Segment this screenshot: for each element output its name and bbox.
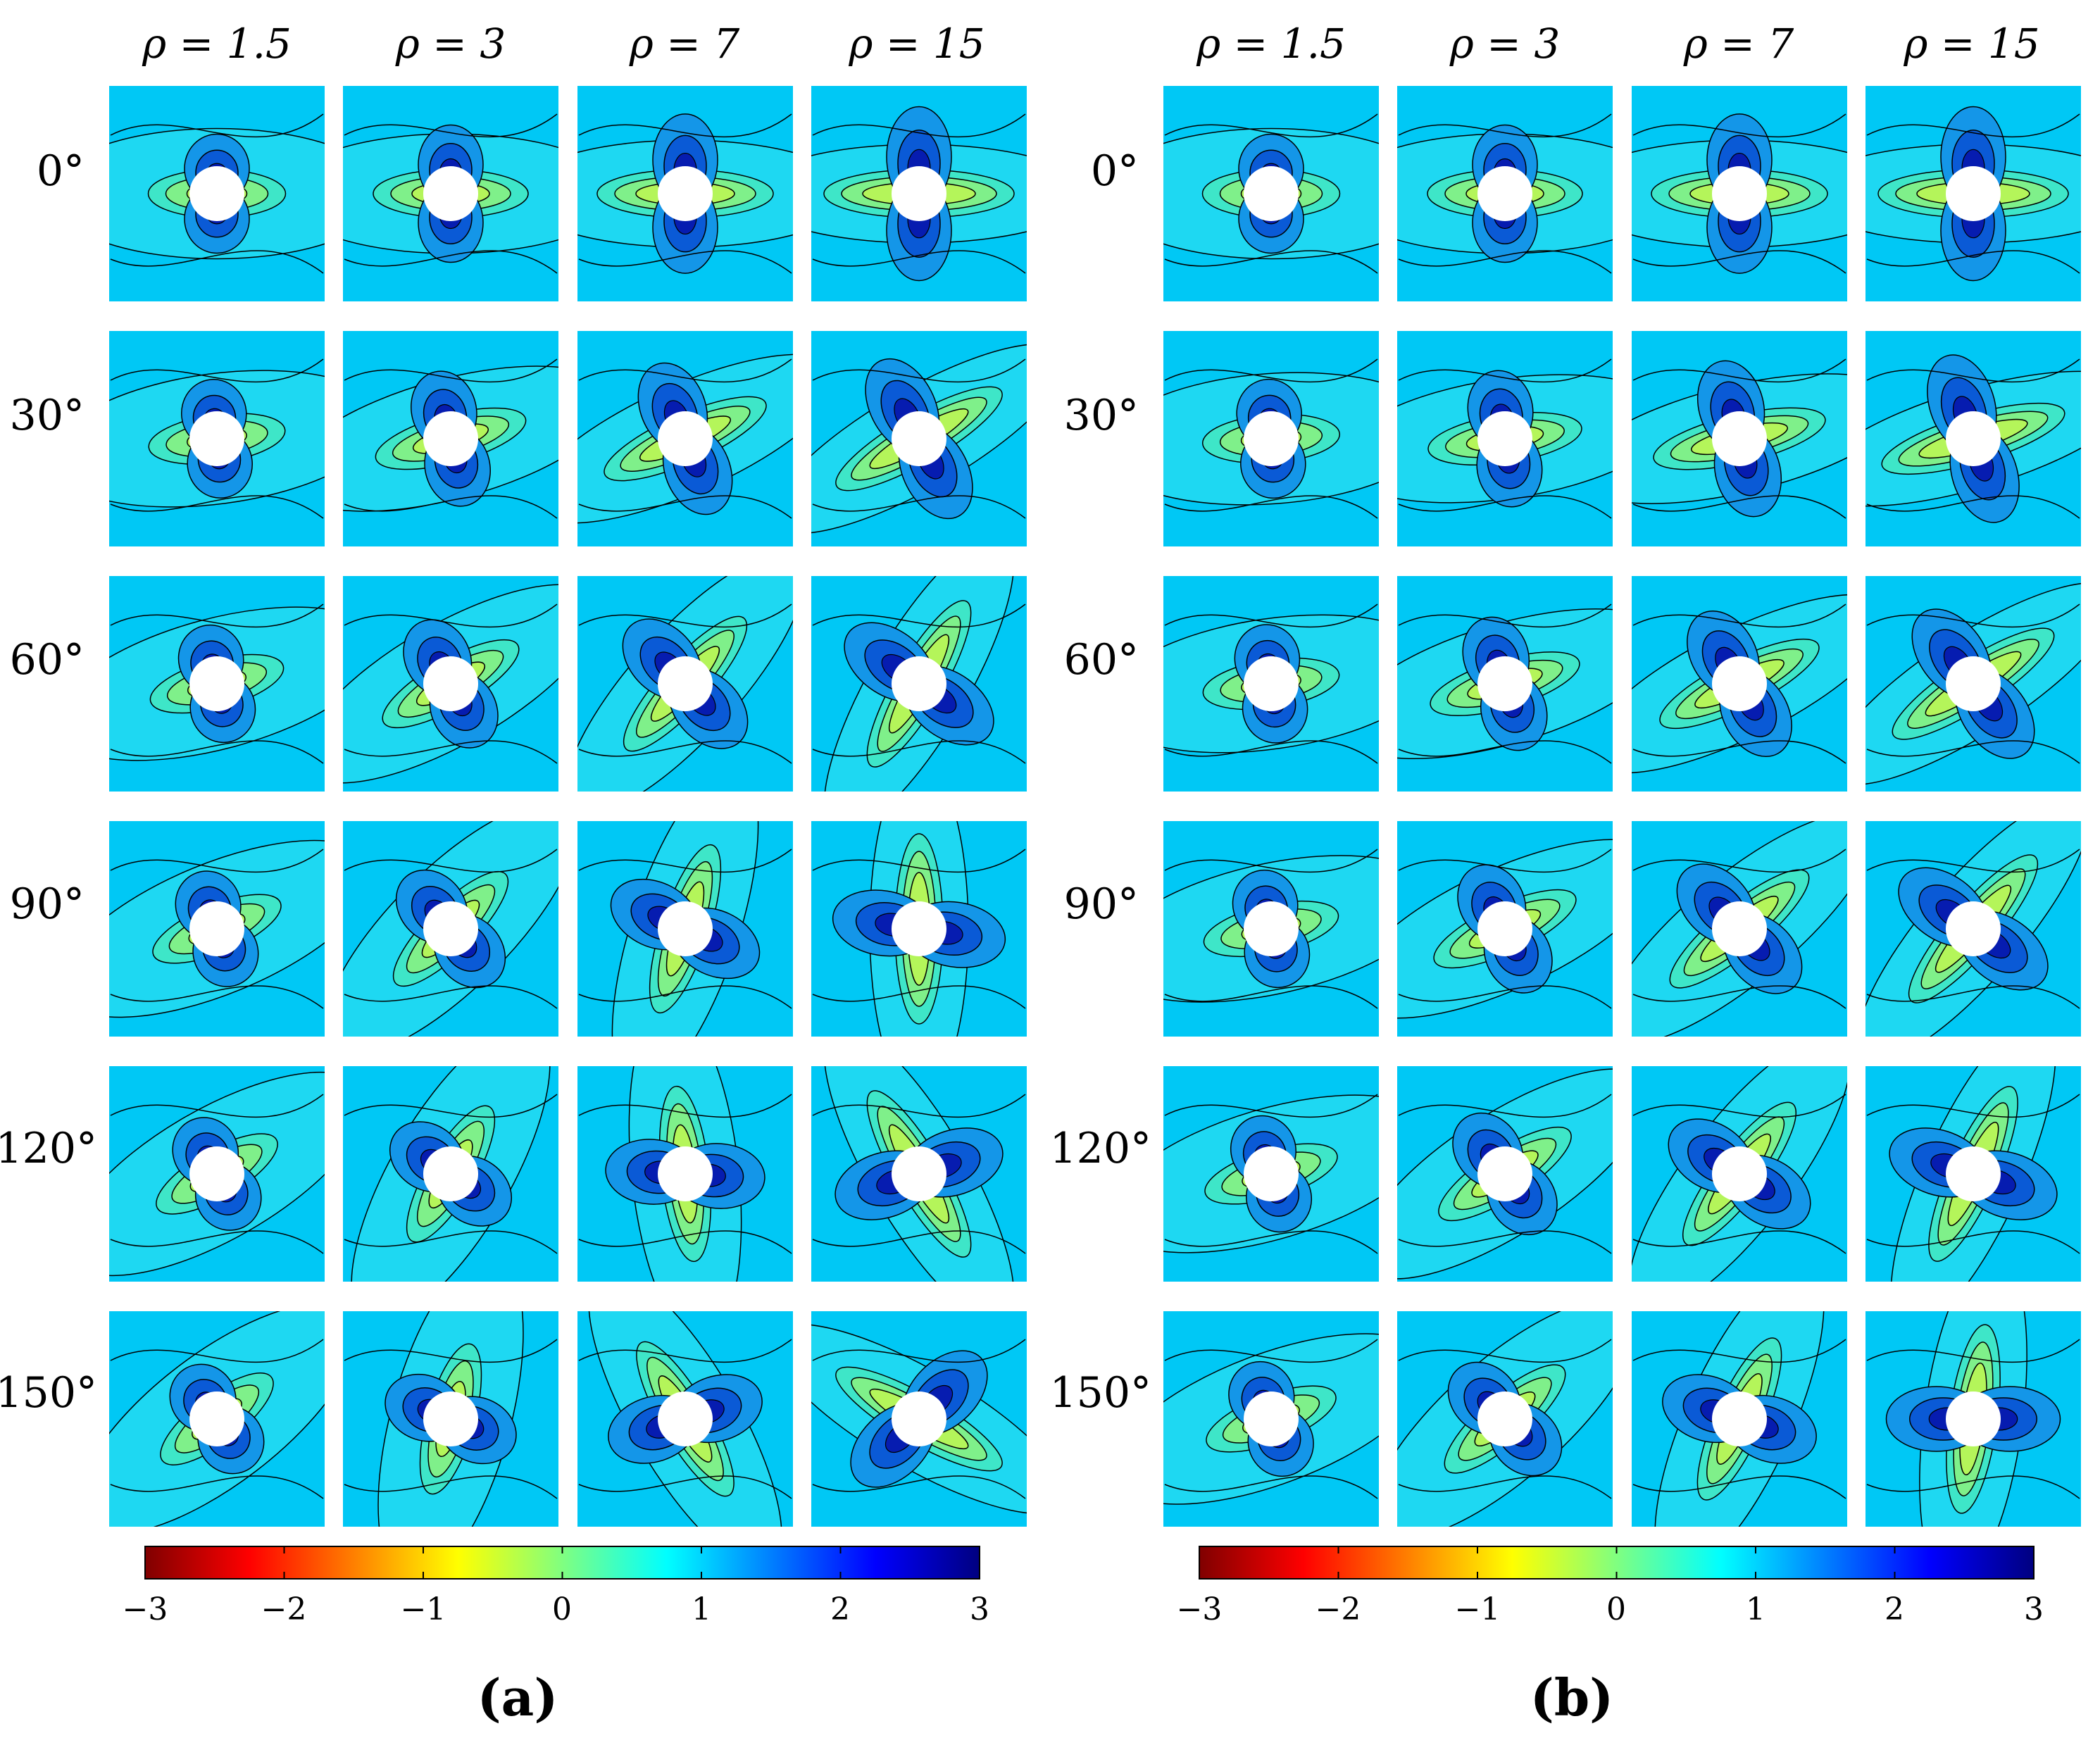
contour-tile-a-r2-c4	[811, 331, 1027, 546]
contour-tile-b-r6-c4	[1865, 1311, 2081, 1527]
contour-tile-b-r6-c2	[1397, 1311, 1613, 1527]
contour-tile-b-r1-c4	[1865, 86, 2081, 301]
col-label-b-1: ρ = 1.5	[1196, 20, 1346, 68]
contour-tile-a-r3-c1	[109, 576, 325, 792]
col-label-a-3: ρ = 7	[629, 20, 740, 68]
row-label-b-2: 30°	[1063, 391, 1139, 440]
tick-b-1: −3	[1176, 1591, 1223, 1627]
tick-b-3: −1	[1454, 1591, 1501, 1627]
col-label-a-4: ρ = 15	[849, 20, 985, 68]
tick-a-2: −2	[261, 1591, 307, 1627]
row-label-a-1: 0°	[36, 146, 85, 196]
contour-tile-b-r6-c3	[1632, 1311, 1847, 1527]
contour-tile-a-r4-c3	[577, 821, 793, 1037]
contour-tile-b-r2-c3	[1632, 331, 1847, 546]
col-label-a-1: ρ = 1.5	[142, 20, 292, 68]
tick-b-7: 3	[2024, 1591, 2044, 1627]
contour-tile-b-r4-c3	[1632, 821, 1847, 1037]
contour-tile-b-r1-c3	[1632, 86, 1847, 301]
tick-b-4: 0	[1606, 1591, 1626, 1627]
row-label-b-5: 120°	[1049, 1124, 1151, 1173]
colorbar-ticks	[144, 1546, 2035, 1579]
row-label-a-5: 120°	[0, 1124, 97, 1173]
panel-label-a: (a)	[477, 1668, 558, 1727]
row-label-a-3: 60°	[9, 635, 85, 684]
contour-tile-b-r3-c3	[1632, 576, 1847, 792]
col-label-b-2: ρ = 3	[1449, 20, 1561, 68]
contour-tile-a-r3-c4	[811, 576, 1027, 792]
contour-tile-a-r3-c3	[577, 576, 793, 792]
contour-tile-b-r4-c1	[1163, 821, 1379, 1037]
contour-tile-a-r2-c2	[343, 331, 558, 546]
row-label-b-4: 90°	[1063, 880, 1139, 929]
tick-a-6: 2	[830, 1591, 850, 1627]
panel-label-b: (b)	[1530, 1668, 1614, 1727]
tick-a-3: −1	[400, 1591, 446, 1627]
col-label-b-4: ρ = 15	[1904, 20, 2040, 68]
contour-tile-a-r4-c2	[343, 821, 558, 1037]
contour-tile-a-r4-c1	[109, 821, 325, 1037]
contour-tile-a-r1-c3	[577, 86, 793, 301]
contour-tile-a-r1-c2	[343, 86, 558, 301]
col-label-a-2: ρ = 3	[395, 20, 506, 68]
tick-b-5: 1	[1746, 1591, 1765, 1627]
contour-tile-a-r1-c4	[811, 86, 1027, 301]
row-label-a-2: 30°	[9, 391, 85, 440]
contour-tile-b-r1-c1	[1163, 86, 1379, 301]
tick-a-1: −3	[122, 1591, 168, 1627]
contour-tile-a-r2-c1	[109, 331, 325, 546]
contour-tile-a-r5-c1	[109, 1066, 325, 1282]
tick-a-5: 1	[692, 1591, 711, 1627]
contour-tile-a-r2-c3	[577, 331, 793, 546]
tick-a-7: 3	[970, 1591, 989, 1627]
contour-tile-b-r6-c1	[1163, 1311, 1379, 1527]
tick-b-2: −2	[1315, 1591, 1361, 1627]
contour-tile-b-r5-c1	[1163, 1066, 1379, 1282]
contour-tile-b-r5-c4	[1865, 1066, 2081, 1282]
contour-tile-b-r3-c4	[1865, 576, 2081, 792]
contour-tile-b-r4-c2	[1397, 821, 1613, 1037]
contour-tile-a-r6-c1	[109, 1311, 325, 1527]
row-label-b-3: 60°	[1063, 635, 1139, 684]
contour-tile-b-r2-c4	[1865, 331, 2081, 546]
contour-tile-b-r2-c2	[1397, 331, 1613, 546]
contour-tile-a-r1-c1	[109, 86, 325, 301]
contour-tile-b-r5-c2	[1397, 1066, 1613, 1282]
contour-tile-b-r3-c1	[1163, 576, 1379, 792]
contour-tile-a-r5-c2	[343, 1066, 558, 1282]
contour-tile-a-r6-c2	[343, 1311, 558, 1527]
contour-tile-b-r5-c3	[1632, 1066, 1847, 1282]
contour-tile-a-r3-c2	[343, 576, 558, 792]
contour-tile-a-r4-c4	[811, 821, 1027, 1037]
row-label-b-6: 150°	[1049, 1368, 1151, 1418]
contour-tile-a-r6-c4	[811, 1311, 1027, 1527]
tick-a-4: 0	[552, 1591, 572, 1627]
contour-tile-a-r5-c4	[811, 1066, 1027, 1282]
contour-tile-b-r1-c2	[1397, 86, 1613, 301]
contour-tile-b-r3-c2	[1397, 576, 1613, 792]
contour-tile-a-r5-c3	[577, 1066, 793, 1282]
col-label-b-3: ρ = 7	[1683, 20, 1794, 68]
contour-tile-b-r2-c1	[1163, 331, 1379, 546]
row-label-a-4: 90°	[9, 880, 85, 929]
contour-tiles	[109, 86, 2081, 1527]
contour-tile-b-r4-c4	[1865, 821, 2081, 1037]
contour-tile-a-r6-c3	[577, 1311, 793, 1527]
row-label-b-1: 0°	[1090, 146, 1139, 196]
row-label-a-6: 150°	[0, 1368, 97, 1418]
tick-b-6: 2	[1885, 1591, 1904, 1627]
